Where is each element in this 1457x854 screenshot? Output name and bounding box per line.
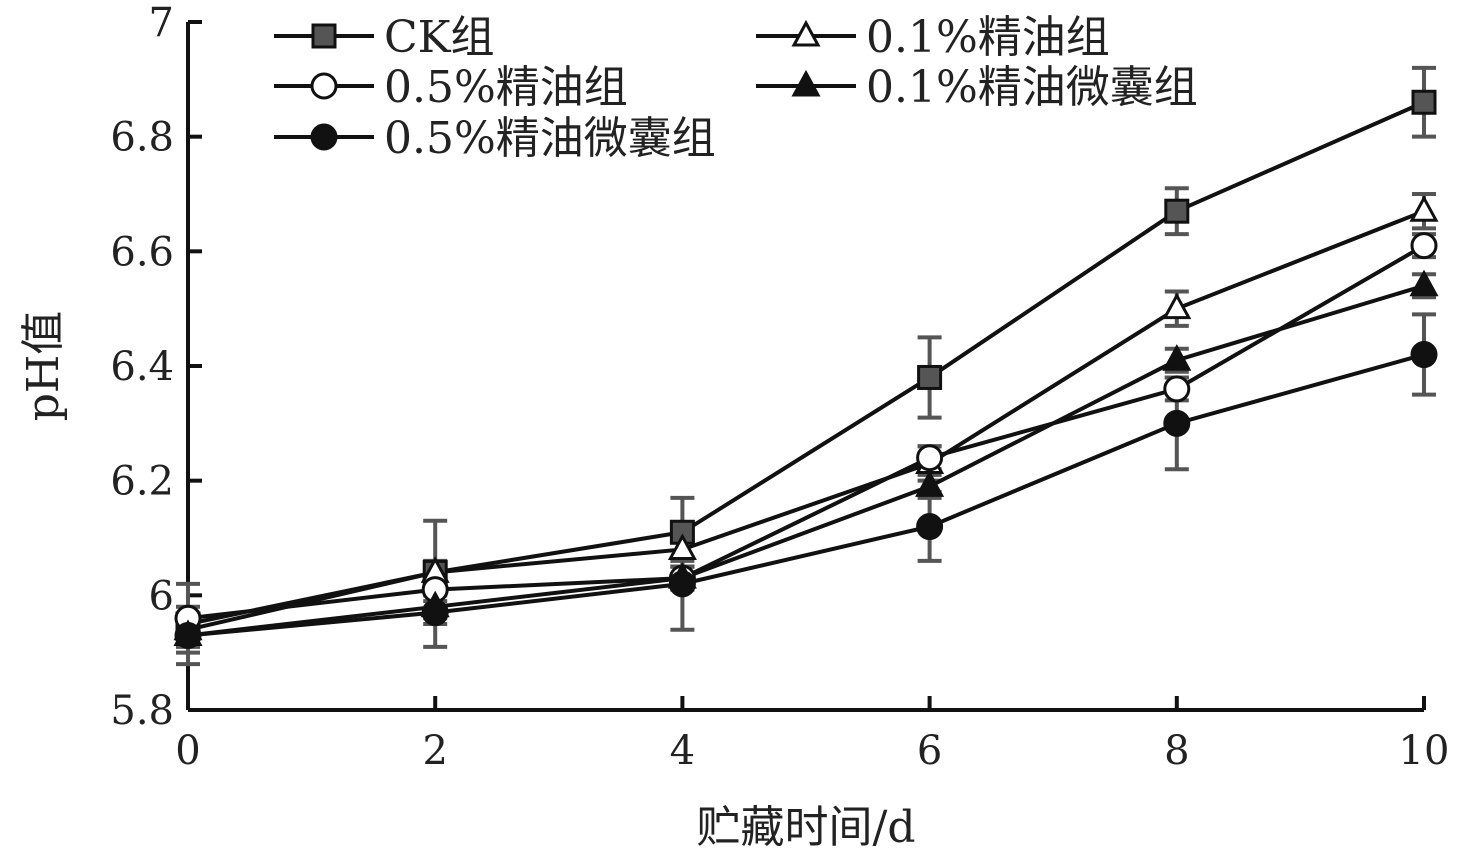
legend-marker: [310, 72, 338, 100]
legend-marker: [791, 19, 821, 47]
legend-label: 0.5%精油微囊组: [384, 113, 716, 164]
legend-marker: [310, 123, 338, 151]
series-1-points: [173, 195, 1439, 641]
data-point: [421, 599, 449, 627]
x-tick-label: 2: [422, 728, 447, 774]
x-ticks: 0 2 4 6 8 10: [175, 696, 1449, 774]
series-4-points: [174, 341, 1438, 649]
data-point: [667, 533, 697, 560]
x-tick-label: 8: [1164, 728, 1189, 774]
data-point: [1163, 409, 1191, 437]
x-tick-label: 0: [175, 728, 200, 774]
y-ticks: 5.8 6 6.2 6.4 6.6 6.8 7: [110, 0, 202, 734]
data-point: [1410, 232, 1438, 260]
legend-item-2: 0.5%精油组: [274, 62, 628, 113]
x-tick-label: 4: [670, 728, 695, 774]
series-2-error-bars: [176, 232, 1436, 632]
x-tick-label: 10: [1399, 728, 1450, 774]
y-tick-label: 6.6: [110, 229, 174, 275]
data-point: [1162, 292, 1192, 320]
data-point: [668, 570, 696, 598]
series-0-error-bars: [176, 65, 1436, 667]
series-3-line: [187, 283, 1425, 638]
legend-label: 0.1%精油组: [866, 12, 1110, 63]
data-point: [1411, 89, 1437, 115]
data-point: [916, 444, 944, 472]
data-point: [1163, 375, 1191, 403]
legend-item-1: 0.1%精油组: [756, 12, 1110, 63]
series-2-points: [174, 232, 1438, 632]
series-0-line: [187, 100, 1425, 626]
axes: [186, 22, 1424, 712]
series-4-error-bars: [176, 312, 1436, 655]
legend-item-3: 0.1%精油微囊组: [756, 62, 1198, 113]
y-tick-label: 6: [149, 573, 174, 619]
legend-label: 0.5%精油组: [384, 62, 628, 113]
data-point: [1162, 344, 1192, 371]
data-point: [1164, 198, 1190, 224]
legend-item-4: 0.5%精油微囊组: [274, 113, 716, 164]
data-point: [915, 470, 945, 497]
data-point: [1409, 269, 1439, 297]
legend-marker: [791, 69, 821, 97]
series-1-line: [187, 209, 1425, 632]
legend: CK组 0.1%精油组 0.5%精油组 0.1%精油微囊组 0.5%精油微囊组: [274, 12, 1198, 164]
series-2-line: [187, 243, 1426, 621]
y-tick-label: 6.2: [110, 459, 174, 505]
data-point: [916, 513, 944, 541]
data-point: [1409, 195, 1439, 222]
series-4-line: [187, 352, 1425, 638]
data-point: [917, 364, 943, 390]
data-point: [1410, 341, 1438, 369]
y-tick-label: 7: [149, 0, 174, 46]
series-1-error-bars: [176, 192, 1436, 644]
x-axis-title: 贮藏时间/d: [697, 802, 916, 853]
y-tick-label: 6.4: [110, 344, 174, 390]
data-point: [174, 621, 202, 649]
x-tick-label: 6: [917, 728, 942, 774]
series-layer: [173, 65, 1439, 667]
y-tick-label: 6.8: [110, 115, 174, 161]
legend-item-0: CK组: [274, 12, 495, 63]
legend-label: CK组: [384, 12, 495, 63]
series-3-error-bars: [176, 272, 1436, 649]
legend-marker: [311, 23, 337, 49]
y-axis-title: pH值: [18, 311, 69, 422]
y-tick-label: 5.8: [110, 688, 174, 734]
legend-label: 0.1%精油微囊组: [866, 62, 1198, 113]
